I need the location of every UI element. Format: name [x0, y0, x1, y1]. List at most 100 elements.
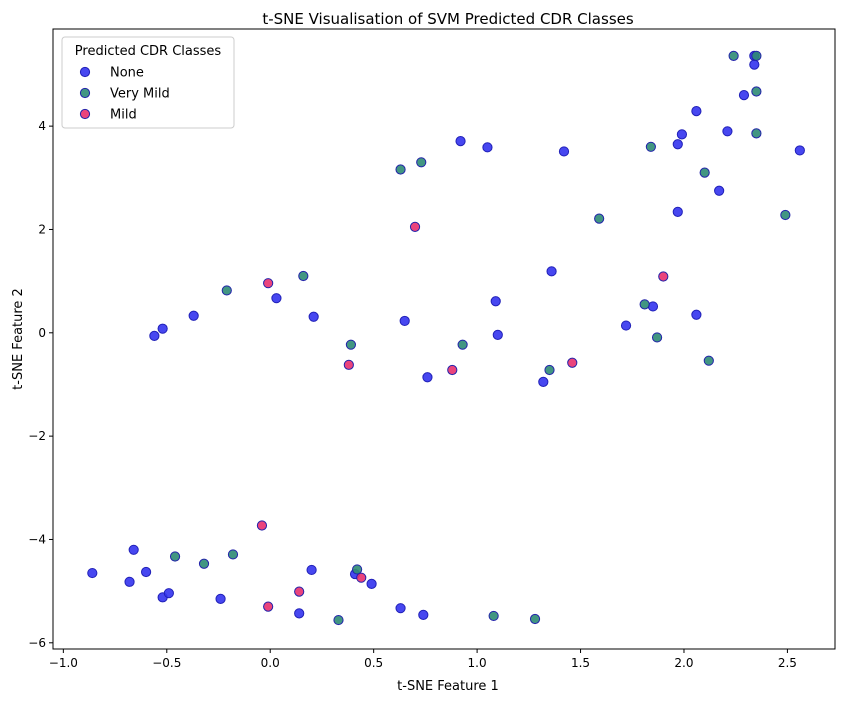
x-tick-label: 1.0 — [468, 656, 487, 670]
point-none — [738, 90, 750, 101]
legend-marker-none — [79, 66, 91, 78]
point-none — [163, 588, 174, 599]
point-very-mild — [594, 213, 605, 224]
point-none — [306, 564, 317, 576]
points-layer — [87, 50, 805, 626]
point-none — [691, 106, 702, 117]
legend-label-none: None — [110, 66, 144, 81]
legend-title: Predicted CDR Classes — [75, 44, 222, 59]
legend-marker-mild — [79, 108, 91, 120]
chart-title: t-SNE Visualisation of SVM Predicted CDR… — [262, 10, 634, 28]
x-axis-label: t-SNE Feature 1 — [397, 679, 499, 694]
point-very-mild — [221, 285, 232, 296]
point-none — [620, 320, 632, 331]
point-none — [490, 296, 501, 307]
x-tick-label: 1.5 — [571, 656, 590, 670]
point-none — [482, 142, 493, 153]
y-tick-label: 0 — [38, 326, 46, 340]
point-none — [124, 576, 135, 587]
point-very-mild — [457, 339, 468, 350]
point-very-mild — [780, 209, 791, 221]
point-very-mild — [298, 270, 309, 282]
x-tick-label: −0.5 — [152, 656, 181, 670]
y-tick-label: −6 — [28, 636, 46, 650]
point-none — [188, 310, 199, 321]
legend-frame — [61, 36, 235, 129]
point-none — [294, 608, 305, 619]
point-none — [422, 372, 433, 383]
point-very-mild — [651, 332, 663, 343]
point-none — [676, 129, 688, 140]
point-mild — [567, 357, 578, 368]
point-very-mild — [751, 50, 762, 61]
x-tick-label: −1.0 — [49, 656, 78, 670]
y-tick-label: 4 — [38, 119, 46, 133]
point-mild — [294, 586, 305, 597]
point-none — [672, 139, 683, 150]
point-very-mild — [703, 355, 714, 366]
point-none — [672, 206, 683, 217]
point-none — [87, 567, 98, 579]
point-mild — [658, 271, 669, 282]
point-very-mild — [395, 164, 406, 175]
point-none — [546, 266, 557, 277]
y-axis-label: t-SNE Feature 2 — [11, 288, 26, 390]
point-none — [395, 603, 406, 614]
point-none — [128, 544, 139, 555]
point-none — [455, 136, 466, 147]
point-very-mild — [488, 610, 499, 622]
point-mild — [263, 601, 274, 612]
legend-entries: None Very Mild Mild — [79, 66, 170, 123]
legend-label-mild: Mild — [110, 108, 137, 123]
point-none — [366, 578, 377, 590]
x-tick-label: 0.0 — [261, 656, 280, 670]
point-very-mild — [751, 128, 762, 139]
x-tick-label: 0.5 — [364, 656, 383, 670]
legend: Predicted CDR Classes None Very Mild Mild — [61, 36, 235, 129]
point-very-mild — [227, 549, 239, 560]
point-none — [271, 293, 282, 304]
plot-frame — [52, 28, 836, 650]
y-tick-label: −2 — [28, 429, 46, 443]
point-very-mild — [345, 339, 357, 350]
point-none — [722, 126, 733, 137]
point-very-mild — [728, 50, 739, 61]
point-none — [215, 593, 226, 604]
point-very-mild — [333, 614, 344, 626]
x-tick-label: 2.0 — [674, 656, 693, 670]
y-tick-label: 2 — [38, 222, 46, 236]
point-mild — [263, 278, 274, 289]
point-none — [492, 329, 503, 340]
point-mild — [447, 364, 458, 376]
point-very-mild — [639, 299, 650, 310]
point-mild — [409, 221, 421, 232]
point-none — [399, 315, 410, 327]
point-very-mild — [352, 564, 363, 575]
point-none — [794, 145, 805, 156]
point-very-mild — [169, 551, 181, 562]
point-very-mild — [198, 558, 210, 569]
point-very-mild — [544, 364, 555, 376]
point-mild — [256, 520, 268, 531]
axes-layer: −1.0 −0.5 0.0 0.5 1.0 1.5 2.0 2.5 −6 −4 −2 0 2 4 — [28, 119, 797, 670]
point-none — [647, 301, 659, 312]
point-very-mild — [751, 86, 762, 97]
point-very-mild — [645, 141, 656, 152]
point-none — [558, 146, 570, 157]
plot-area — [53, 29, 835, 649]
point-none — [140, 566, 152, 578]
y-tick-label: −4 — [28, 532, 46, 546]
point-none — [418, 609, 429, 621]
point-mild — [356, 572, 367, 583]
x-tick-label: 2.5 — [778, 656, 797, 670]
point-none — [691, 309, 702, 320]
point-none — [749, 59, 760, 70]
legend-marker-very-mild — [79, 87, 91, 99]
point-none — [538, 376, 549, 387]
point-none — [157, 323, 168, 334]
point-none — [714, 185, 725, 196]
legend-label-very-mild: Very Mild — [110, 87, 170, 102]
point-very-mild — [529, 613, 541, 625]
point-very-mild — [699, 167, 710, 178]
